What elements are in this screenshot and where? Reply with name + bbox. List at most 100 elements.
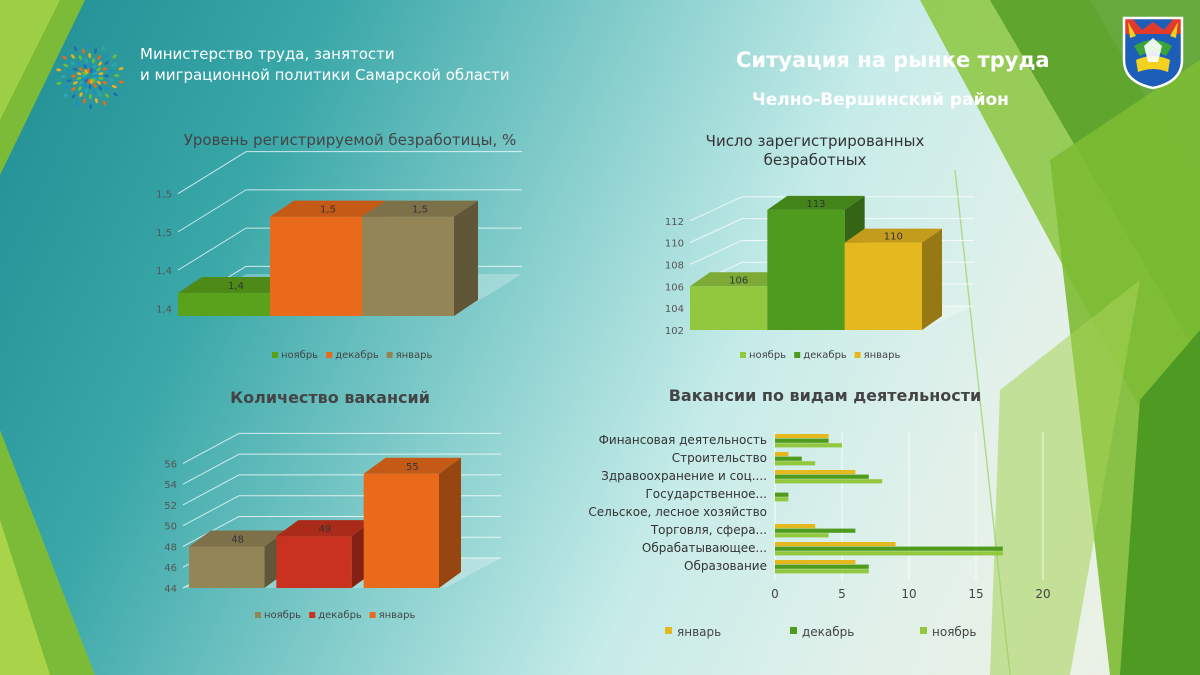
ministry-line-2: и миграционной политики Самарской област…: [140, 66, 510, 84]
bar-январь: 110: [844, 228, 942, 330]
bar-ноябрь: [775, 461, 816, 466]
bar-value-label: 1,4: [228, 281, 244, 292]
bar-value-label: 106: [729, 275, 748, 286]
legend-swatch: [386, 352, 393, 358]
legend-label: ноябрь: [932, 625, 977, 639]
bar-front: [189, 546, 265, 588]
logo-dot: [91, 78, 96, 83]
logo-dot: [97, 91, 102, 97]
x-tick-label: 20: [1035, 587, 1050, 601]
ministry-logo-icon: [56, 43, 124, 109]
logo-dot: [89, 79, 93, 85]
logo-dot: [70, 54, 75, 59]
logo-dot: [83, 63, 87, 69]
y-tick-label: 48: [164, 542, 177, 553]
bar-декабрь: 49: [276, 520, 374, 588]
logo-dot: [111, 84, 117, 89]
bar-front: [362, 216, 454, 316]
logo-dot: [118, 67, 124, 71]
legend-swatch: [920, 627, 927, 634]
logo-dot: [102, 100, 107, 106]
bar-front: [270, 216, 362, 316]
logo-dot: [84, 78, 89, 83]
logo-dot: [92, 71, 98, 76]
logo-dot: [108, 69, 114, 73]
bar-top: [178, 277, 294, 294]
logo-dot: [88, 84, 92, 90]
logo-dot: [94, 98, 98, 104]
chart-registered-unemployed-plot: 102 104 106 108 110 112 106 113 110 ноябрь декабрь…: [665, 195, 974, 361]
bar-декабрь: [775, 456, 802, 461]
bar-value-label: 113: [806, 199, 825, 210]
chart-vacancies-by-activity-title: Вакансии по видам деятельности: [668, 386, 982, 405]
bar-ноябрь: 48: [189, 530, 287, 588]
y-tick-label: 56: [164, 459, 177, 470]
logo-dot: [56, 81, 62, 85]
bar-январь: [775, 542, 896, 547]
logo-dot: [98, 72, 104, 76]
category-label: Строительство: [672, 451, 767, 465]
y-tick-label: 108: [665, 260, 684, 271]
logo-dot: [113, 92, 118, 97]
bar-front: [276, 536, 352, 588]
logo-dot: [76, 76, 82, 80]
bar-top: [276, 520, 374, 537]
bar-январь: [775, 524, 816, 529]
bar-ноябрь: [775, 443, 842, 448]
bar-декабрь: [775, 546, 1003, 551]
bar-value-label: 1,5: [320, 205, 336, 216]
logo-dot: [88, 52, 92, 59]
legend: ноябрь декабрь январь: [255, 610, 416, 621]
legend-label: ноябрь: [281, 350, 318, 361]
coat-of-arms-icon: [1122, 16, 1184, 90]
legend-swatch: [665, 627, 672, 634]
legend-swatch: [854, 352, 861, 358]
y-tick-label: 50: [164, 522, 177, 533]
legend-swatch: [790, 627, 797, 634]
logo-dot: [71, 93, 76, 99]
legend: январь декабрь ноябрь: [665, 625, 977, 639]
y-tick-label: 110: [665, 239, 684, 250]
category-label: Здравоохранение и соц....: [601, 469, 767, 483]
bar-front: [690, 286, 768, 330]
logo-dot: [72, 81, 78, 85]
logo-dot: [88, 62, 92, 68]
logo-dot: [88, 93, 92, 100]
bar-top: [363, 457, 461, 474]
logo-dot: [104, 61, 109, 65]
bar-top: [270, 200, 386, 217]
logo-dot: [98, 61, 103, 66]
legend-label: декабрь: [803, 350, 847, 361]
chart-unemployment-rate-title: Уровень регистрируемой безработицы, %: [183, 131, 517, 149]
logo-dot: [103, 74, 109, 78]
logo-dot: [87, 67, 91, 73]
bar-декабрь: [775, 492, 789, 497]
y-tick-label: 1,5: [156, 228, 172, 239]
y-tick-label: 44: [164, 584, 177, 595]
logo-dot: [114, 74, 120, 78]
chart-registered-unemployed-title-line-1: Число зарегистрированных: [705, 132, 925, 150]
bar-front: [178, 293, 270, 316]
legend-swatch: [369, 612, 376, 618]
grid-line-diagonal: [689, 218, 743, 244]
legend-swatch: [740, 352, 746, 358]
logo-dot: [78, 55, 83, 61]
bar-январь: [775, 452, 789, 457]
logo-dot: [76, 72, 82, 76]
bar-value-label: 110: [884, 232, 903, 243]
chart-unemployment-rate-plot: 1,4 1,4 1,5 1,5 1,4 1,5 1,5 ноябрь декабрь январь: [156, 151, 522, 361]
logo-dot: [91, 69, 96, 74]
logo-dot: [98, 85, 103, 91]
legend-label: ноябрь: [264, 610, 301, 621]
bar-front: [844, 242, 922, 330]
y-tick-label: 46: [164, 563, 177, 574]
logo-dot: [72, 67, 78, 72]
grid-line-diagonal: [177, 189, 247, 233]
logo-dot: [93, 83, 97, 89]
logo-dot: [84, 69, 89, 74]
logo-dot: [75, 101, 79, 107]
logo-dot: [79, 80, 84, 85]
logo-dot: [82, 76, 88, 81]
bar-side: [454, 200, 478, 316]
